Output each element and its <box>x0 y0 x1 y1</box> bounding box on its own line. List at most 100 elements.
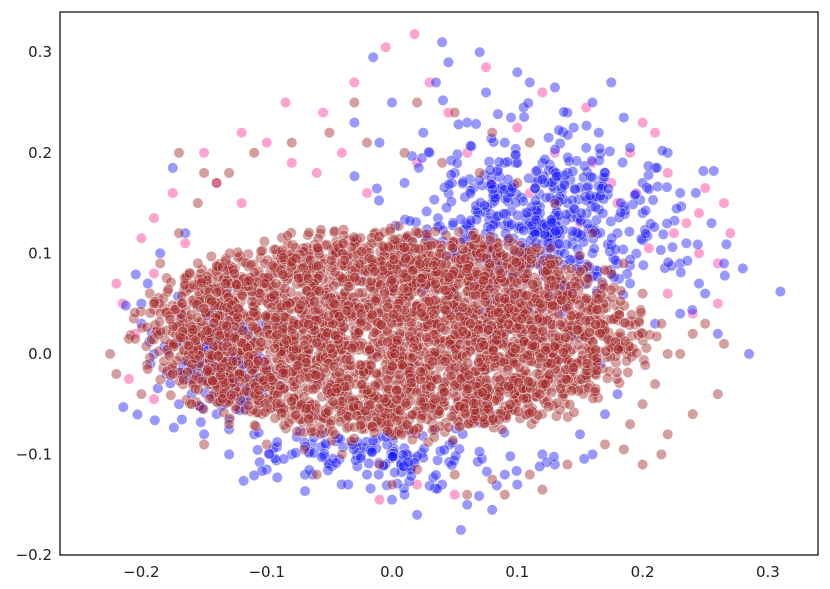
data-point <box>290 447 302 459</box>
data-point <box>427 355 439 367</box>
data-point <box>303 413 315 425</box>
data-point <box>640 228 652 240</box>
data-point <box>348 76 360 88</box>
data-point <box>179 227 191 239</box>
data-point <box>480 61 492 73</box>
data-point <box>361 187 373 199</box>
data-point <box>630 248 642 260</box>
data-point <box>309 296 321 308</box>
data-point <box>400 447 412 459</box>
data-point <box>411 97 423 109</box>
data-point <box>246 295 258 307</box>
data-point <box>154 257 166 269</box>
data-point <box>549 197 561 209</box>
data-point <box>208 317 220 329</box>
data-point <box>342 281 354 293</box>
data-point <box>238 475 250 487</box>
data-point <box>206 295 218 307</box>
data-point <box>461 117 473 129</box>
data-point <box>148 267 160 279</box>
data-point <box>623 226 635 238</box>
data-point <box>605 284 617 296</box>
data-point <box>503 302 515 314</box>
data-point <box>504 450 516 462</box>
data-point <box>400 253 412 265</box>
data-point <box>568 362 580 374</box>
data-point <box>148 212 160 224</box>
data-point <box>285 395 297 407</box>
data-point <box>659 262 671 274</box>
data-point <box>397 460 409 472</box>
data-point <box>228 267 240 279</box>
data-point <box>594 143 606 155</box>
data-point <box>417 127 429 139</box>
data-point <box>465 318 477 330</box>
data-point <box>774 285 786 297</box>
data-point <box>529 182 541 194</box>
data-point <box>406 265 418 277</box>
data-point <box>499 293 511 305</box>
data-point <box>582 218 594 230</box>
data-point <box>425 240 437 252</box>
data-point <box>185 309 197 321</box>
data-point <box>586 227 598 239</box>
data-point <box>457 325 469 337</box>
data-point <box>662 288 674 300</box>
data-point <box>558 106 570 118</box>
data-point <box>540 192 552 204</box>
data-point <box>135 298 147 310</box>
data-point <box>409 28 421 40</box>
data-point <box>424 147 436 159</box>
data-point <box>485 223 497 235</box>
data-point <box>459 191 471 203</box>
data-point <box>363 457 375 469</box>
data-point <box>359 405 371 417</box>
data-point <box>598 264 610 276</box>
data-point <box>518 111 530 123</box>
data-point <box>387 451 399 463</box>
data-point <box>543 369 555 381</box>
data-point <box>386 450 398 462</box>
data-point <box>461 383 473 395</box>
data-point <box>487 344 499 356</box>
data-point <box>499 469 511 481</box>
data-point <box>110 368 122 380</box>
data-point <box>279 97 291 109</box>
data-point <box>336 147 348 159</box>
data-point <box>627 198 639 210</box>
data-point <box>612 343 624 355</box>
data-point <box>435 321 447 333</box>
data-point <box>452 118 464 130</box>
data-point <box>294 373 306 385</box>
data-point <box>459 253 471 265</box>
data-point <box>484 164 496 176</box>
data-point <box>508 289 520 301</box>
data-point <box>328 280 340 292</box>
data-point <box>438 386 450 398</box>
data-point <box>353 287 365 299</box>
data-point <box>437 94 449 106</box>
data-point <box>518 224 530 236</box>
data-point <box>509 343 521 355</box>
data-point <box>378 288 390 300</box>
data-point <box>674 187 686 199</box>
data-point <box>662 167 674 179</box>
data-point <box>290 252 302 264</box>
data-point <box>467 230 479 242</box>
data-point <box>517 195 529 207</box>
data-point <box>708 165 720 177</box>
data-point <box>592 303 604 315</box>
data-point <box>569 203 581 215</box>
data-point <box>485 179 497 191</box>
data-point <box>637 259 649 271</box>
data-point <box>173 227 185 239</box>
data-point <box>481 201 493 213</box>
data-point <box>643 183 655 195</box>
data-point <box>561 238 573 250</box>
data-point <box>290 409 302 421</box>
data-point <box>369 265 381 277</box>
data-point <box>569 183 581 195</box>
data-point <box>236 197 248 209</box>
data-point <box>589 385 601 397</box>
data-point <box>117 401 129 413</box>
